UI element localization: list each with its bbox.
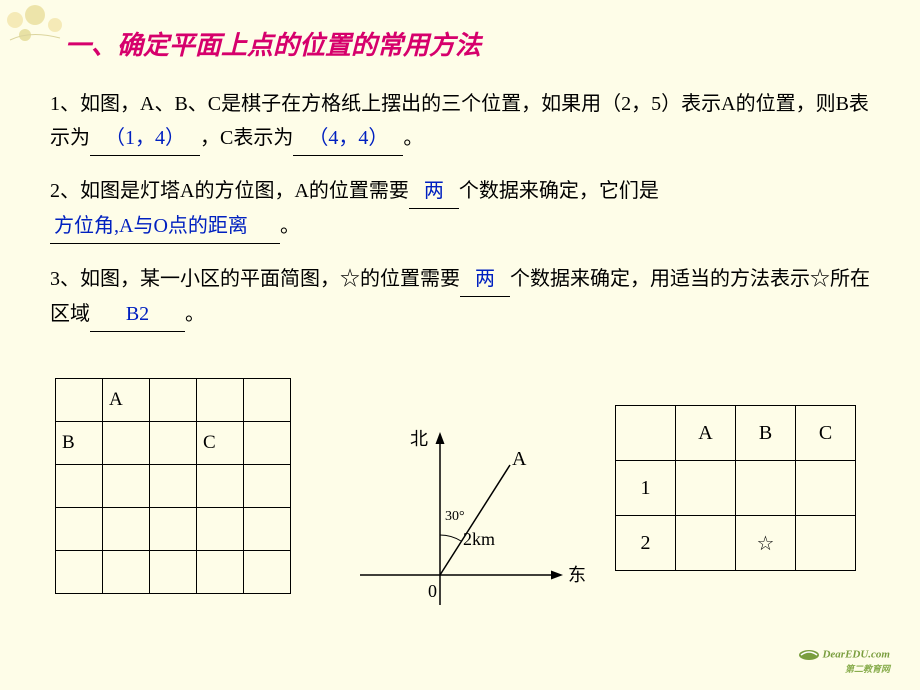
page-title: 一、确定平面上点的位置的常用方法 xyxy=(0,0,920,62)
q3-prefix: 3、如图，某一小区的平面简图，☆的位置需要 xyxy=(50,268,460,290)
grid-1: A BC xyxy=(55,378,291,594)
angle-label: 30° xyxy=(445,509,465,524)
grid-2: A B C 1 2 ☆ xyxy=(615,405,856,571)
table-row: BC xyxy=(56,422,291,465)
row-1-label: 1 xyxy=(616,461,676,516)
q2-answer-2: 方位角,A与O点的距离 xyxy=(54,215,248,237)
q3-answer-2: B2 xyxy=(126,303,149,325)
distance-label: 2km xyxy=(463,529,495,549)
q2-prefix: 2、如图是灯塔A的方位图，A的位置需要 xyxy=(50,180,409,202)
q1-mid: ，C表示为 xyxy=(200,127,293,149)
star-cell: ☆ xyxy=(736,516,796,571)
q1-answer-c: （4，4） xyxy=(308,127,388,149)
logo-icon xyxy=(798,648,820,662)
q3-blank-1: 两 xyxy=(460,262,510,297)
question-3: 3、如图，某一小区的平面简图，☆的位置需要两个数据来确定，用适当的方法表示☆所在… xyxy=(50,262,870,332)
row-2-label: 2 xyxy=(616,516,676,571)
table-row: 1 xyxy=(616,461,856,516)
q2-blank-1: 两 xyxy=(409,174,459,209)
q2-blank-2: 方位角,A与O点的距离 xyxy=(50,209,280,244)
logo: DearEDU.com 第二教育网 xyxy=(798,648,890,675)
logo-subtext: 第二教育网 xyxy=(798,662,890,675)
table-row: A B C xyxy=(616,406,856,461)
cell-b: B xyxy=(56,422,103,465)
q3-suffix: 。 xyxy=(185,303,205,325)
table-row: A xyxy=(56,379,291,422)
q1-blank-b: （1，4） xyxy=(90,121,200,156)
table-row xyxy=(56,465,291,508)
compass-diagram: 北 东 0 30° 2km A xyxy=(340,405,600,635)
table-row xyxy=(56,551,291,594)
point-a-label: A xyxy=(512,448,527,470)
cell-a: A xyxy=(103,379,150,422)
east-label: 东 xyxy=(568,565,586,585)
header-a: A xyxy=(676,406,736,461)
q3-answer-1: 两 xyxy=(475,268,495,290)
q1-suffix: 。 xyxy=(403,127,423,149)
header-b: B xyxy=(736,406,796,461)
logo-text: DearEDU.com xyxy=(822,649,890,661)
question-1: 1、如图，A、B、C是棋子在方格纸上摆出的三个位置，如果用（2，5）表示A的位置… xyxy=(50,87,870,156)
table-row: 2 ☆ xyxy=(616,516,856,571)
content-area: 1、如图，A、B、C是棋子在方格纸上摆出的三个位置，如果用（2，5）表示A的位置… xyxy=(0,62,920,332)
cell-c: C xyxy=(197,422,244,465)
q3-blank-2: B2 xyxy=(90,297,185,332)
table-row xyxy=(56,508,291,551)
diagram-area: A BC 北 东 0 30° 2km A A B C 1 xyxy=(0,370,920,650)
origin-label: 0 xyxy=(428,581,437,601)
q1-answer-b: （1，4） xyxy=(105,127,185,149)
header-c: C xyxy=(796,406,856,461)
q2-suffix: 。 xyxy=(280,215,300,237)
question-2: 2、如图是灯塔A的方位图，A的位置需要两个数据来确定，它们是方位角,A与O点的距… xyxy=(50,174,870,244)
q1-blank-c: （4，4） xyxy=(293,121,403,156)
angle-arc xyxy=(440,535,461,541)
q2-mid: 个数据来确定，它们是 xyxy=(459,180,659,202)
q2-answer-1: 两 xyxy=(424,180,444,202)
north-label: 北 xyxy=(410,429,428,449)
